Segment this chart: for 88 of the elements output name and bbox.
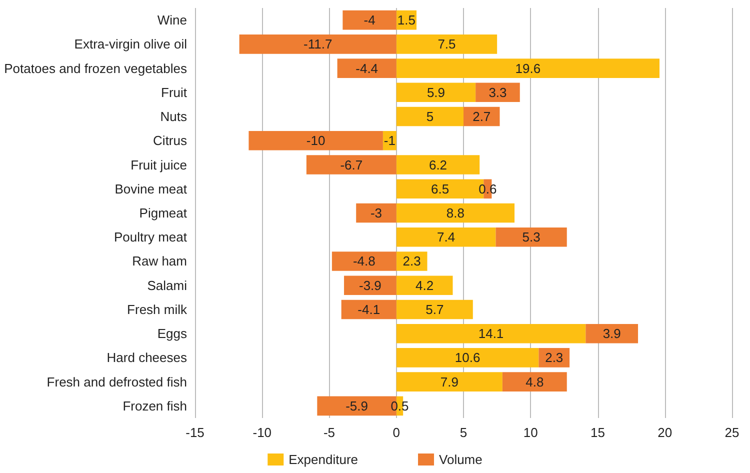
- bar: [396, 348, 539, 368]
- data-label: 6.5: [430, 181, 450, 196]
- data-label: 5: [426, 109, 434, 124]
- y-tick-label: Fresh and defrosted fish: [46, 374, 187, 390]
- data-label: 6.2: [428, 157, 448, 172]
- bar: [464, 106, 500, 126]
- y-tick-label: Frozen fish: [122, 398, 187, 414]
- y-tick-label: Potatoes and frozen vegetables: [4, 60, 188, 76]
- bar: [476, 82, 520, 102]
- data-label: 4.2: [416, 278, 434, 293]
- data-label: -10: [306, 133, 326, 148]
- bar: [356, 203, 396, 223]
- bar: [396, 58, 660, 78]
- bar: [396, 155, 480, 174]
- data-label: 5.3: [522, 230, 540, 245]
- y-tick-label: Hard cheeses: [106, 350, 188, 366]
- bar: [396, 276, 453, 295]
- bar: [306, 155, 396, 174]
- bar: [337, 58, 396, 78]
- x-tick-label: 10: [523, 425, 538, 440]
- data-label: -4.8: [352, 254, 376, 269]
- data-label: 3.9: [602, 326, 621, 342]
- data-label: -6.7: [340, 157, 363, 172]
- data-label: -4.4: [356, 60, 378, 76]
- x-tick-label: -15: [186, 425, 204, 440]
- data-label: -3.9: [358, 278, 382, 293]
- data-label: 5.9: [426, 84, 446, 100]
- data-label: 19.6: [515, 60, 541, 76]
- bar: [496, 227, 567, 247]
- data-label: -1: [384, 133, 396, 148]
- data-label: 7.9: [440, 374, 458, 390]
- legend-label: Expenditure: [288, 452, 358, 467]
- data-label: 7.4: [437, 230, 456, 245]
- bar: [332, 252, 396, 271]
- y-tick-label: Raw ham: [132, 254, 187, 269]
- data-label: 2.3: [545, 350, 564, 366]
- legend-label: Volume: [439, 452, 482, 467]
- bar: [396, 34, 498, 54]
- y-tick-label: Extra-virgin olive oil: [74, 36, 188, 52]
- y-tick-label: Wine: [157, 12, 187, 28]
- data-label: 4.8: [526, 374, 544, 390]
- bar: [396, 82, 476, 102]
- bar: [344, 276, 396, 295]
- x-tick-label: 15: [590, 425, 605, 440]
- x-tick-label: -10: [252, 425, 272, 440]
- y-tick-label: Pigmeat: [139, 206, 188, 220]
- bar: [248, 131, 383, 150]
- bar: [239, 34, 396, 54]
- x-tick-label: 0: [392, 425, 400, 440]
- bar: [538, 348, 570, 368]
- data-label: 5.7: [426, 302, 444, 317]
- y-tick-label: Eggs: [157, 326, 188, 342]
- bar: [342, 10, 396, 30]
- y-tick-label: Nuts: [160, 109, 188, 124]
- y-tick-label: Poultry meat: [114, 230, 188, 245]
- bar: [396, 300, 473, 320]
- x-tick-label: 25: [724, 425, 740, 440]
- y-tick-label: Fruit juice: [130, 157, 187, 172]
- data-label: 2.7: [472, 109, 491, 124]
- bar: [586, 324, 638, 344]
- y-tick-label: Bovine meat: [114, 181, 188, 196]
- bar: [396, 106, 464, 126]
- data-label: -4.1: [358, 302, 380, 317]
- bar: [341, 300, 396, 320]
- data-label: 2.3: [402, 254, 421, 269]
- bar: [396, 203, 515, 223]
- y-tick-label: Fresh milk: [127, 302, 188, 317]
- data-label: 3.3: [488, 84, 507, 100]
- y-tick-label: Fruit: [161, 84, 188, 100]
- data-label: 1.5: [397, 12, 416, 28]
- y-tick-label: Citrus: [153, 133, 188, 148]
- x-tick-label: 20: [658, 425, 672, 440]
- data-label: 10.6: [454, 350, 480, 366]
- data-label: -11.7: [304, 36, 332, 52]
- data-label: -5.9: [346, 398, 368, 414]
- data-label: -4: [364, 12, 376, 28]
- bar: [502, 372, 567, 392]
- data-label: 7.5: [438, 36, 456, 52]
- bar: [396, 372, 502, 392]
- x-tick-label: -5: [323, 425, 336, 440]
- bar: [396, 227, 496, 247]
- bar: [396, 324, 586, 344]
- bar: [396, 252, 428, 271]
- data-label: -3: [370, 206, 382, 220]
- x-tick-label: 5: [460, 425, 468, 440]
- data-label: 14.1: [478, 326, 504, 342]
- y-tick-label: Salami: [147, 278, 188, 293]
- data-label: 8.8: [446, 206, 464, 220]
